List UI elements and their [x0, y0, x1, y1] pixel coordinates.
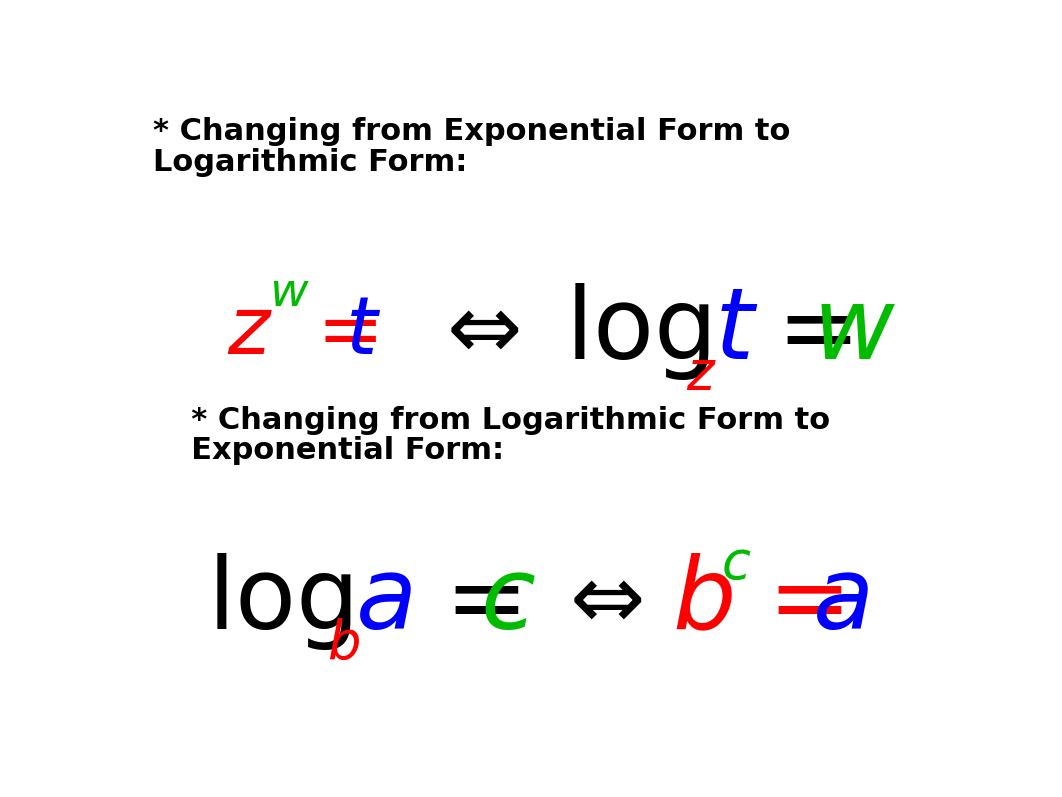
Text: $\mathit{w}$: $\mathit{w}$	[269, 271, 309, 316]
Text: $\mathrm{log}$: $\mathrm{log}$	[565, 281, 710, 383]
Text: Logarithmic Form:: Logarithmic Form:	[153, 147, 467, 177]
Text: * Changing from Logarithmic Form to: * Changing from Logarithmic Form to	[170, 406, 829, 434]
Text: $=$: $=$	[425, 553, 519, 650]
Text: * Changing from Exponential Form to: * Changing from Exponential Form to	[153, 117, 791, 146]
Text: $\mathrm{log}$: $\mathrm{log}$	[207, 552, 353, 653]
Text: $=$: $=$	[756, 284, 852, 380]
Text: $=$: $=$	[749, 553, 843, 650]
Text: $\Leftrightarrow$: $\Leftrightarrow$	[429, 288, 519, 376]
Text: $\mathit{z}$: $\mathit{z}$	[686, 347, 717, 399]
Text: $\mathit{c}$: $\mathit{c}$	[721, 538, 752, 590]
Text: $\mathit{b}$: $\mathit{b}$	[327, 618, 360, 669]
Text: $\mathit{w}$: $\mathit{w}$	[811, 284, 895, 380]
Text: $\mathit{b}$: $\mathit{b}$	[672, 553, 733, 650]
Text: $\mathit{a}$: $\mathit{a}$	[355, 553, 412, 650]
Text: $\mathit{t}$: $\mathit{t}$	[714, 284, 758, 380]
Text: $\mathit{c}$: $\mathit{c}$	[480, 553, 535, 650]
Text: $=$: $=$	[302, 293, 378, 371]
Text: $\mathit{z}$: $\mathit{z}$	[227, 293, 273, 371]
Text: $\Leftrightarrow$: $\Leftrightarrow$	[552, 558, 644, 646]
Text: $\mathit{t}$: $\mathit{t}$	[345, 293, 381, 371]
Text: Exponential Form:: Exponential Form:	[170, 436, 503, 465]
Text: $\mathit{a}$: $\mathit{a}$	[811, 553, 869, 650]
